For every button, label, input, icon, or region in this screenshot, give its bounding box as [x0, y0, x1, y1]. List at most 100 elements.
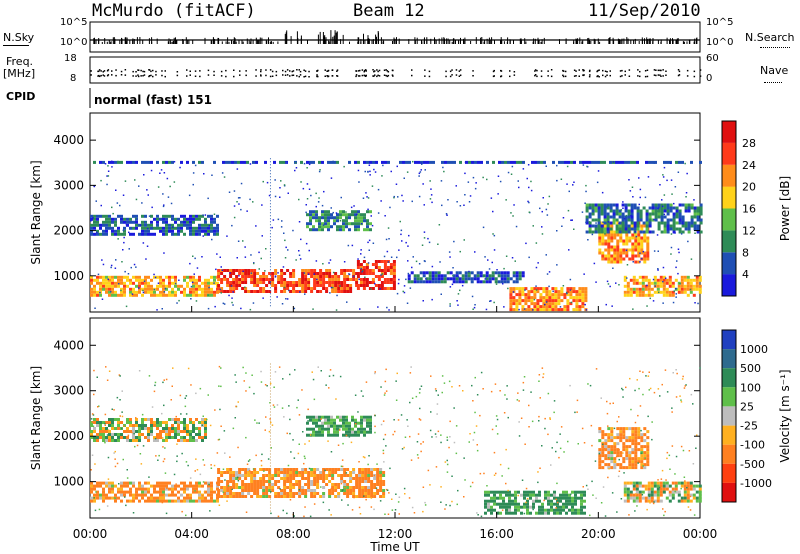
speckle-cell	[496, 433, 499, 435]
data-cell	[114, 232, 117, 236]
data-cell	[126, 278, 129, 282]
data-cell	[632, 496, 636, 500]
data-cell	[345, 430, 348, 434]
data-cell	[256, 495, 260, 498]
data-cell	[316, 480, 320, 483]
data-cell	[671, 281, 675, 285]
data-cell	[515, 302, 519, 306]
data-cell	[657, 203, 661, 207]
data-cell	[223, 269, 227, 272]
speckle-cell	[418, 195, 421, 198]
data-cell	[111, 281, 114, 285]
data-cell	[542, 302, 546, 306]
data-cell	[557, 302, 561, 306]
data-cell	[628, 248, 632, 252]
speckle-cell	[316, 278, 318, 281]
data-cell	[538, 493, 541, 497]
data-cell	[574, 493, 577, 497]
speckle-cell	[406, 302, 409, 304]
nave-mark	[455, 74, 458, 76]
data-cell	[505, 490, 508, 494]
data-cell	[283, 480, 287, 483]
data-cell	[413, 274, 417, 278]
data-cell	[183, 232, 186, 236]
data-cell	[333, 418, 336, 422]
speckle-cell	[448, 380, 451, 383]
data-cell	[367, 468, 371, 471]
data-cell	[141, 487, 144, 491]
speckle-cell	[100, 204, 102, 207]
data-cell	[646, 248, 650, 252]
speckle-cell	[675, 455, 678, 458]
data-cell	[132, 439, 135, 442]
data-cell	[356, 287, 360, 290]
speckle-cell	[236, 257, 238, 259]
data-cell	[93, 226, 96, 230]
speckle-cell	[483, 472, 485, 475]
data-cell	[580, 496, 583, 500]
data-cell	[301, 477, 305, 480]
speckle-cell	[657, 250, 659, 252]
data-cell	[646, 451, 650, 455]
data-cell	[496, 511, 499, 515]
speckle-cell	[445, 213, 448, 215]
speckle-cell	[298, 480, 300, 483]
data-cell	[607, 457, 611, 461]
data-cell	[289, 284, 293, 287]
freq-mark	[411, 69, 413, 71]
speckle-cell	[637, 414, 639, 417]
speckle-cell	[111, 160, 113, 163]
data-cell	[135, 439, 138, 442]
speckle-cell	[203, 173, 205, 175]
data-cell	[117, 284, 120, 288]
data-cell	[633, 227, 637, 231]
data-cell	[643, 439, 647, 443]
data-cell	[333, 424, 336, 428]
data-cell	[304, 468, 308, 471]
nave-mark	[298, 75, 300, 78]
speckle-cell	[443, 170, 445, 173]
data-cell	[616, 448, 620, 452]
data-cell	[129, 481, 132, 485]
data-cell	[90, 290, 93, 294]
data-cell	[680, 484, 684, 488]
speckle-cell	[567, 209, 570, 212]
speckle-cell	[547, 392, 550, 395]
speckle-cell	[90, 220, 92, 222]
data-cell	[467, 274, 471, 278]
data-cell	[513, 160, 516, 164]
data-cell	[557, 296, 561, 300]
data-cell	[626, 487, 630, 491]
data-cell	[361, 474, 365, 477]
data-cell	[126, 484, 129, 488]
data-cell	[244, 471, 248, 474]
data-cell	[256, 278, 260, 281]
data-cell	[526, 499, 529, 503]
data-cell	[105, 427, 108, 430]
data-cell	[189, 214, 192, 218]
data-cell	[349, 287, 353, 290]
data-cell	[527, 305, 531, 309]
data-cell	[610, 236, 614, 240]
nave-mark	[194, 75, 197, 77]
data-cell	[494, 277, 498, 281]
data-cell	[235, 486, 239, 489]
data-cell	[565, 502, 568, 506]
data-cell	[156, 226, 159, 230]
data-cell	[333, 219, 336, 223]
data-cell	[96, 424, 99, 427]
data-cell	[343, 281, 347, 284]
data-cell	[229, 495, 233, 498]
speckle-cell	[300, 238, 302, 241]
speckle-cell	[107, 175, 110, 177]
freq-mark	[597, 69, 599, 72]
data-cell	[253, 281, 257, 284]
data-cell	[356, 284, 360, 287]
speckle-cell	[373, 168, 375, 171]
data-cell	[117, 433, 120, 436]
data-cell	[283, 492, 287, 495]
data-cell	[535, 499, 538, 503]
data-cell	[696, 218, 700, 222]
data-cell	[662, 484, 666, 488]
data-cell	[410, 280, 414, 284]
